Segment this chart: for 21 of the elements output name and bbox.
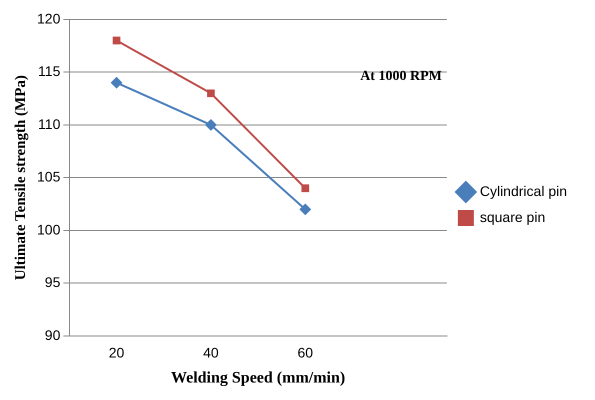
x-tick-label: 60	[298, 344, 314, 360]
x-tick-label: 40	[203, 344, 219, 360]
point	[300, 204, 311, 215]
y-tick-label: 90	[44, 326, 61, 343]
y-tick-label: 110	[38, 116, 61, 132]
legend-label: square pin	[480, 208, 546, 225]
y-tick-label: 105	[37, 168, 61, 185]
point	[112, 36, 120, 44]
y-axis-title: Ultimate Tensile strength (MPa)	[12, 75, 29, 280]
point	[207, 89, 215, 98]
point	[301, 184, 310, 192]
legend-label: Cylindrical pin	[480, 182, 568, 199]
point	[111, 77, 122, 88]
y-tick-label: 95	[44, 274, 61, 290]
y-tick-label: 120	[37, 10, 61, 26]
annotation: At 1000 RPM	[360, 69, 442, 84]
y-tick-label: 100	[37, 221, 61, 238]
x-axis-title: Welding Speed (mm/min)	[170, 370, 346, 387]
y-tick-label: 115	[38, 63, 61, 80]
point	[205, 119, 216, 130]
x-tick-label: 20	[108, 344, 125, 360]
